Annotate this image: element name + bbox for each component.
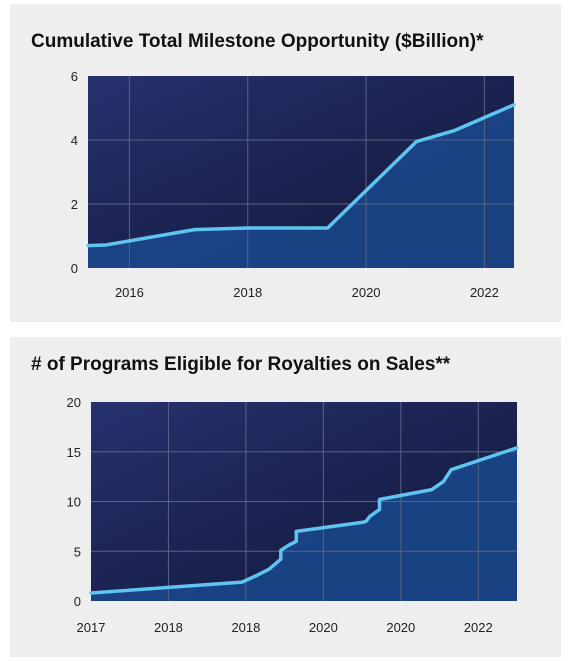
chart-title-royalties: # of Programs Eligible for Royalties on … [31, 354, 451, 375]
royalties-x-tick-label: 2020 [309, 620, 338, 635]
milestone-x-tick-label: 2020 [352, 285, 381, 300]
royalties-y-tick-label: 20 [67, 395, 81, 410]
milestone-chart: 0 2 4 6 2016 2018 2020 2022 [71, 69, 516, 300]
chart-title-milestone: Cumulative Total Milestone Opportunity (… [31, 31, 484, 52]
royalties-series-line [89, 446, 519, 595]
royalties-chart: 0 5 10 15 20 2017 2018 2018 2020 2020 2022 [67, 395, 519, 635]
milestone-y-tick-label: 2 [71, 197, 78, 212]
milestone-series-line [86, 103, 516, 248]
royalties-x-tick-label: 2020 [386, 620, 415, 635]
royalties-x-tick-label: 2022 [464, 620, 493, 635]
milestone-x-tick-label: 2022 [470, 285, 499, 300]
chart-panel-royalties: # of Programs Eligible for Royalties on … [10, 337, 561, 657]
royalties-x-tick-label: 2017 [77, 620, 106, 635]
milestone-y-tick-label: 6 [71, 69, 78, 84]
milestone-x-tick-label: 2018 [233, 285, 262, 300]
royalties-x-tick-label: 2018 [154, 620, 183, 635]
royalties-x-tick-label: 2018 [231, 620, 260, 635]
milestone-y-tick-label: 4 [71, 133, 78, 148]
milestone-x-tick-label: 2016 [115, 285, 144, 300]
milestone-y-tick-label: 0 [71, 261, 78, 276]
chart-panel-milestone: Cumulative Total Milestone Opportunity (… [10, 4, 561, 322]
royalties-y-tick-label: 0 [74, 594, 81, 609]
milestone-series-area [88, 104, 514, 268]
royalties-y-tick-label: 5 [74, 544, 81, 559]
royalties-y-tick-label: 15 [67, 445, 81, 460]
royalties-y-tick-label: 10 [67, 495, 81, 510]
royalties-series-area [91, 447, 517, 601]
